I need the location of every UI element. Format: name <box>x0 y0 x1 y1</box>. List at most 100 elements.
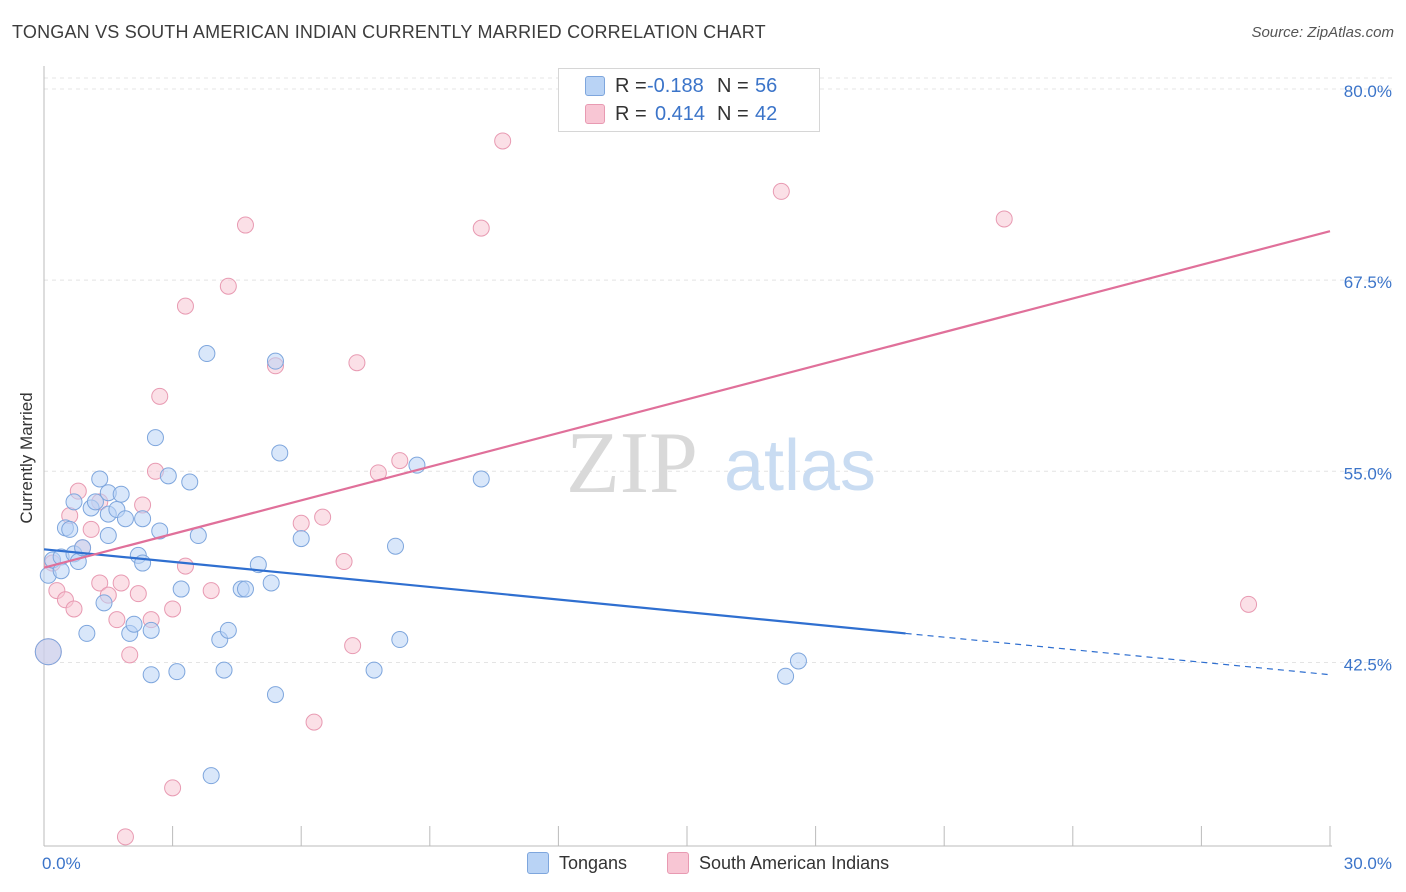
y-axis-label: Currently Married <box>17 392 36 524</box>
y-tick-label: 55.0% <box>1344 464 1392 483</box>
tongan-point <box>142 621 160 639</box>
axes <box>43 66 1332 847</box>
south-american-point <box>82 520 100 538</box>
south-american-point <box>995 210 1013 228</box>
watermark-zip: ZIP <box>566 415 698 512</box>
tongan-point <box>236 580 254 598</box>
tongan-point <box>391 631 409 649</box>
tongan-point <box>249 556 267 574</box>
bottom-legend-tongans: Tongans <box>527 852 627 874</box>
tongan-point <box>219 621 237 639</box>
tongan-point <box>215 661 233 679</box>
n-value: 56 <box>755 74 778 97</box>
x-tick-label-min: 0.0% <box>42 854 81 873</box>
tongan-point <box>365 661 383 679</box>
south-american-point <box>116 828 134 846</box>
south-american-point <box>202 582 220 600</box>
tongan-point <box>189 527 207 545</box>
r-label: R = <box>615 74 647 97</box>
south-american-point <box>335 553 353 571</box>
tongan-point <box>266 352 284 370</box>
r-label: R = <box>615 102 647 125</box>
tongan-point <box>34 638 62 666</box>
tongan-point <box>777 667 795 685</box>
tongan-point <box>142 666 160 684</box>
south-american-point <box>391 452 409 470</box>
legend-row-tongans: R = -0.188 N = 56 <box>585 73 777 99</box>
south-american-point <box>164 779 182 797</box>
south-american-point <box>121 646 139 664</box>
grid <box>44 77 1392 663</box>
south-american-legend-swatch <box>667 852 689 874</box>
y-tick-label: 80.0% <box>1344 82 1392 101</box>
south-american-point <box>219 277 237 295</box>
south-american-point <box>772 182 790 200</box>
tongan-point <box>198 345 216 363</box>
source-credit: Source: ZipAtlas.com <box>1251 24 1394 41</box>
south-american-point <box>65 600 83 618</box>
tongan-point <box>387 537 405 555</box>
y-tick-label: 67.5% <box>1344 273 1392 292</box>
south-american-point <box>176 297 194 315</box>
watermark-atlas: atlas <box>724 426 876 506</box>
south-american-point <box>348 354 366 372</box>
south-american-point <box>494 132 512 150</box>
tongan-point <box>262 574 280 592</box>
south-american-point <box>164 600 182 618</box>
south-american-point <box>129 585 147 603</box>
south-american-point <box>112 574 130 592</box>
correlation-legend: R = -0.188 N = 56 R = 0.414 N = 42 <box>558 68 820 132</box>
x-tick-label-max: 30.0% <box>1344 854 1392 873</box>
south-american-legend-label: South American Indians <box>699 852 890 873</box>
tongan-trend-extension <box>905 632 1331 676</box>
tongan-point <box>146 429 164 447</box>
south-american-trend-line <box>43 230 1331 569</box>
tongan-trend-line <box>43 548 906 635</box>
south-american-point <box>344 637 362 655</box>
south-american-point <box>1240 595 1258 613</box>
tongan-point <box>472 470 490 488</box>
tongan-point <box>112 485 130 503</box>
tongan-point <box>134 510 152 528</box>
south-american-point <box>236 216 254 234</box>
south-american-point <box>151 387 169 405</box>
tongan-point <box>99 527 117 545</box>
tongan-point <box>168 663 186 681</box>
tongan-point <box>266 686 284 704</box>
r-value: 0.414 <box>655 102 706 125</box>
tongan-point <box>116 510 134 528</box>
tongans-legend-label: Tongans <box>559 852 628 873</box>
y-tick-label: 42.5% <box>1344 655 1392 674</box>
tongan-point <box>172 580 190 598</box>
tongans-legend-swatch <box>527 852 549 874</box>
tongan-point <box>95 594 113 612</box>
chart-title: TONGAN VS SOUTH AMERICAN INDIAN CURRENTL… <box>12 22 766 42</box>
n-label: N = <box>717 102 749 125</box>
n-value: 42 <box>755 102 778 125</box>
tongan-point <box>91 470 109 488</box>
tongan-point <box>78 624 96 642</box>
tongan-points <box>34 345 807 785</box>
south-american-point <box>108 611 126 629</box>
tongan-point <box>789 652 807 670</box>
south-american-swatch <box>585 104 605 124</box>
south-american-point <box>91 574 109 592</box>
tongan-point <box>159 467 177 485</box>
watermark: ZIP atlas <box>566 415 876 512</box>
south-american-point <box>176 557 194 575</box>
tongan-point <box>181 473 199 491</box>
tongan-point <box>292 530 310 548</box>
r-value: -0.188 <box>647 74 704 97</box>
tongan-point <box>125 615 143 633</box>
tongans-swatch <box>585 76 605 96</box>
south-american-point <box>305 713 323 731</box>
trend-lines <box>43 230 1331 676</box>
tongan-point <box>61 520 79 538</box>
tick-labels: 42.5% 55.0% 67.5% 80.0% 0.0% 30.0% <box>42 82 1392 873</box>
south-american-point <box>292 514 310 532</box>
tongan-point <box>271 444 289 462</box>
tongan-point <box>86 493 104 511</box>
tongan-point <box>151 522 169 540</box>
n-label: N = <box>717 74 749 97</box>
